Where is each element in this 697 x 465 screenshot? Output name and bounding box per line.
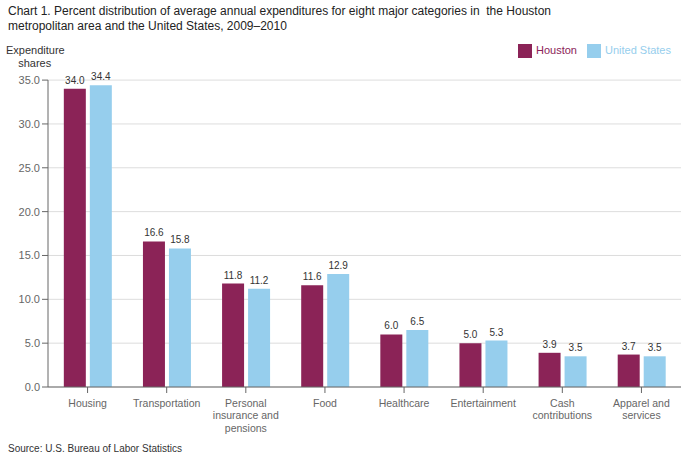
svg-text:Entertainment: Entertainment <box>451 397 516 409</box>
svg-text:30.0: 30.0 <box>19 118 40 130</box>
svg-text:Food: Food <box>313 397 337 409</box>
svg-text:3.7: 3.7 <box>622 341 636 352</box>
svg-text:3.5: 3.5 <box>648 342 662 353</box>
svg-text:34.4: 34.4 <box>91 71 111 82</box>
svg-text:5.0: 5.0 <box>25 337 40 349</box>
svg-text:3.5: 3.5 <box>569 342 583 353</box>
svg-text:12.9: 12.9 <box>328 260 348 271</box>
svg-text:Cashcontributions: Cashcontributions <box>533 397 593 421</box>
svg-text:Personalinsurance andpensions: Personalinsurance andpensions <box>213 397 279 433</box>
svg-text:20.0: 20.0 <box>19 206 40 218</box>
svg-text:11.6: 11.6 <box>303 271 322 282</box>
svg-text:15.8: 15.8 <box>170 234 190 245</box>
svg-text:15.0: 15.0 <box>19 249 40 261</box>
html-text:United States: United States <box>605 44 671 56</box>
svg-text:Apparel andservices: Apparel andservices <box>613 397 670 421</box>
svg-text:6.0: 6.0 <box>384 320 398 331</box>
svg-text:3.9: 3.9 <box>543 339 557 350</box>
svg-text:11.2: 11.2 <box>250 275 269 286</box>
html-text:Houston: Houston <box>536 44 577 56</box>
svg-text:34.0: 34.0 <box>65 75 85 86</box>
svg-text:5.3: 5.3 <box>489 327 503 338</box>
svg-text:Healthcare: Healthcare <box>379 397 430 409</box>
html-text:metropolitan area and the Unit: metropolitan area and the United States,… <box>8 19 287 33</box>
svg-text:25.0: 25.0 <box>19 162 40 174</box>
svg-text:Transportation: Transportation <box>133 397 200 409</box>
svg-text:Housing: Housing <box>68 397 107 409</box>
svg-text:5.0: 5.0 <box>463 329 477 340</box>
html-text:Chart 1. Percent distribution: Chart 1. Percent distribution of average… <box>8 4 551 18</box>
svg-text:11.8: 11.8 <box>224 270 243 281</box>
html-text:Source: U.S. Bureau of Labor S: Source: U.S. Bureau of Labor Statistics <box>8 443 182 454</box>
svg-text:35.0: 35.0 <box>19 74 40 86</box>
html-text:Expenditure shares: Expenditure shares <box>6 44 65 69</box>
svg-text:10.0: 10.0 <box>19 293 40 305</box>
svg-text:6.5: 6.5 <box>410 316 424 327</box>
svg-text:0.0: 0.0 <box>25 381 40 393</box>
svg-text:16.6: 16.6 <box>144 227 164 238</box>
